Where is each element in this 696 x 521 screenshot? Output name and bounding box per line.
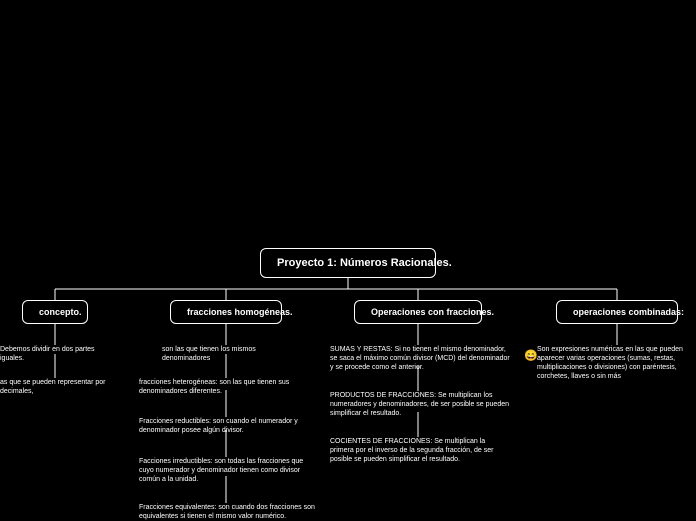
leaf-concepto-2: as que se pueden representar por decimal… <box>0 378 130 396</box>
leaf-equivalentes: Fracciones equivalentes: son cuando dos … <box>139 503 319 521</box>
branch-fracciones-homogeneas: fracciones homogéneas. <box>170 300 282 324</box>
branch-label: fracciones homogéneas. <box>187 307 293 317</box>
branch-label: concepto. <box>39 307 82 317</box>
leaf-homogeneas-1: son las que tienen los mismos denominado… <box>162 345 302 363</box>
leaf-combinadas-desc: Son expresiones numéricas en las que pue… <box>537 345 696 381</box>
branch-operaciones-combinadas: operaciones combinadas: <box>556 300 678 324</box>
branch-concepto: concepto. <box>22 300 88 324</box>
leaf-cocientes: COCIENTES DE FRACCIONES: Se multiplican … <box>330 437 510 464</box>
root-node: Proyecto 1: Números Racionales. <box>260 248 436 278</box>
leaf-irreductibles: Facciones irreductibles: son todas las f… <box>139 457 319 484</box>
leaf-reductibles: Fracciones reductibles: son cuando el nu… <box>139 417 309 435</box>
leaf-productos: PRODUCTOS DE FRACCIONES: Se multiplican … <box>330 391 510 418</box>
branch-label: operaciones combinadas: <box>573 307 684 317</box>
root-label: Proyecto 1: Números Racionales. <box>277 257 452 269</box>
leaf-sumas-restas: SUMAS Y RESTAS: Si no tienen el mismo de… <box>330 345 510 372</box>
leaf-concepto-1: Debemos dividir en dos partes iguales. <box>0 345 120 363</box>
smile-emoji-icon: 😄 <box>524 349 538 362</box>
leaf-heterogeneas: fracciones heterogéneas: son las que tie… <box>139 378 299 396</box>
branch-operaciones-fracciones: Operaciones con fracciones. <box>354 300 482 324</box>
branch-label: Operaciones con fracciones. <box>371 307 494 317</box>
